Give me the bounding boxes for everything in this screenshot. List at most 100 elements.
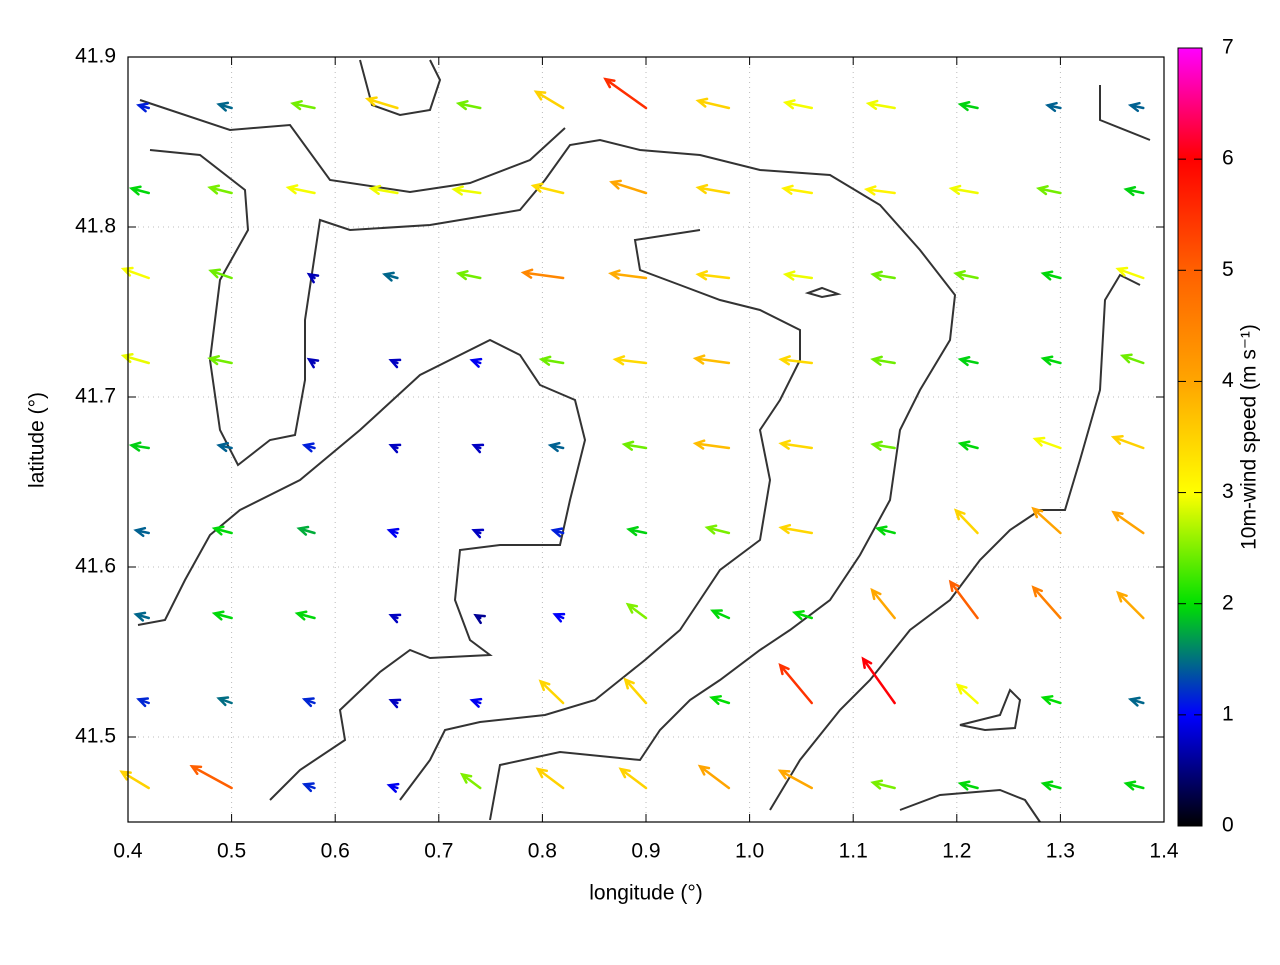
- wind-arrow: [136, 697, 150, 708]
- wind-arrow: [948, 579, 979, 620]
- wind-arrow: [306, 272, 320, 284]
- x-tick-label: 1.2: [942, 840, 971, 863]
- wind-arrow: [455, 100, 482, 111]
- wind-arrow: [189, 765, 233, 790]
- contour: [149, 138, 957, 821]
- wind-arrow: [550, 527, 565, 538]
- contour: [137, 338, 587, 801]
- wind-arrow: [216, 696, 233, 707]
- wind-arrow: [863, 185, 896, 196]
- wind-arrow: [133, 526, 150, 538]
- wind-arrow: [782, 99, 814, 110]
- wind-arrow: [1127, 101, 1145, 113]
- y-axis-label: latitude (°): [26, 392, 49, 488]
- wind-arrow: [388, 613, 402, 624]
- colorbar-tick-label: 4: [1222, 369, 1234, 392]
- wind-arrow: [1119, 353, 1145, 365]
- wind-arrow: [216, 101, 233, 112]
- wind-arrow: [778, 355, 814, 366]
- contour: [899, 788, 1041, 823]
- y-tick-label: 41.7: [75, 385, 116, 408]
- contour: [804, 286, 842, 299]
- wind-arrow: [301, 442, 316, 453]
- wind-arrow: [388, 698, 402, 709]
- x-tick-label: 0.4: [113, 840, 143, 863]
- wind-arrow: [535, 767, 565, 790]
- wind-arrow: [120, 266, 150, 280]
- contour: [359, 59, 442, 117]
- x-tick-label: 1.4: [1149, 840, 1179, 863]
- x-tick-label: 1.1: [839, 840, 868, 863]
- wind-arrow: [386, 782, 400, 793]
- plot-frame: [127, 56, 1165, 823]
- wind-arrow: [306, 357, 320, 369]
- wind-arrow: [133, 611, 150, 622]
- wind-arrow: [791, 610, 814, 621]
- wind-arrow: [290, 100, 316, 111]
- wind-arrow: [695, 97, 731, 110]
- wind-arrow: [870, 270, 896, 281]
- y-tick-label: 41.5: [75, 725, 116, 748]
- wind-arrow: [207, 355, 233, 366]
- contour: [959, 688, 1022, 732]
- wind-arrow: [612, 355, 648, 366]
- contours: [137, 59, 1151, 823]
- wind-arrow: [957, 355, 979, 367]
- y-tick-label: 41.9: [75, 45, 116, 68]
- wind-arrow: [388, 358, 402, 369]
- wind-arrow: [697, 764, 731, 790]
- wind-arrow: [870, 440, 896, 451]
- wind-arrow: [710, 609, 731, 620]
- x-tick-label: 0.8: [528, 840, 557, 863]
- wind-arrow: [1044, 101, 1062, 113]
- wind-arrow: [294, 610, 316, 621]
- wind-arrow: [1032, 436, 1062, 450]
- wind-arrow: [455, 270, 482, 281]
- x-tick-label: 0.7: [424, 840, 453, 863]
- wind-arrow: [459, 772, 482, 790]
- x-tick-label: 1.0: [735, 840, 764, 863]
- wind-arrow: [957, 100, 979, 112]
- wind-arrow: [695, 270, 731, 281]
- wind-arrow: [216, 441, 233, 453]
- wind-arrow: [709, 695, 731, 706]
- wind-arrow: [211, 525, 233, 536]
- wind-arrow: [208, 268, 233, 280]
- colorbar-tick-label: 3: [1222, 480, 1234, 503]
- wind-arrow: [538, 355, 565, 366]
- wind-arrow: [530, 182, 565, 195]
- wind-arrow: [865, 99, 896, 110]
- contour: [399, 229, 801, 801]
- wind-arrow: [870, 355, 896, 366]
- wind-arrow: [211, 610, 233, 621]
- wind-arrow: [692, 439, 731, 450]
- wind-arrow: [948, 184, 979, 195]
- x-tick-label: 0.6: [321, 840, 350, 863]
- wind-arrow: [704, 524, 731, 535]
- wind-arrow: [609, 179, 648, 195]
- wind-arrow: [120, 353, 150, 365]
- contour: [769, 273, 1141, 811]
- wind-arrow: [957, 780, 979, 791]
- wind-arrow: [451, 185, 482, 196]
- wind-arrow: [778, 439, 814, 450]
- wind-arrow: [778, 523, 814, 535]
- wind-arrow: [777, 769, 814, 790]
- wind-arrow: [1123, 780, 1145, 791]
- wind-arrow: [1123, 185, 1145, 197]
- wind-arrow: [626, 525, 648, 537]
- wind-arrow: [1040, 695, 1062, 706]
- wind-arrow: [364, 96, 399, 110]
- x-axis-label: longitude (°): [589, 882, 702, 905]
- wind-arrow: [368, 184, 399, 195]
- wind-arrow: [207, 184, 233, 195]
- colorbar: [1177, 47, 1203, 827]
- wind-arrow: [301, 782, 316, 793]
- wind-arrow: [469, 697, 483, 708]
- colorbar-tick-label: 0: [1222, 814, 1234, 837]
- colorbar-tick-label: 1: [1222, 702, 1234, 725]
- wind-arrow: [301, 697, 316, 708]
- wind-arrow: [471, 443, 485, 454]
- wind-arrow: [861, 656, 896, 705]
